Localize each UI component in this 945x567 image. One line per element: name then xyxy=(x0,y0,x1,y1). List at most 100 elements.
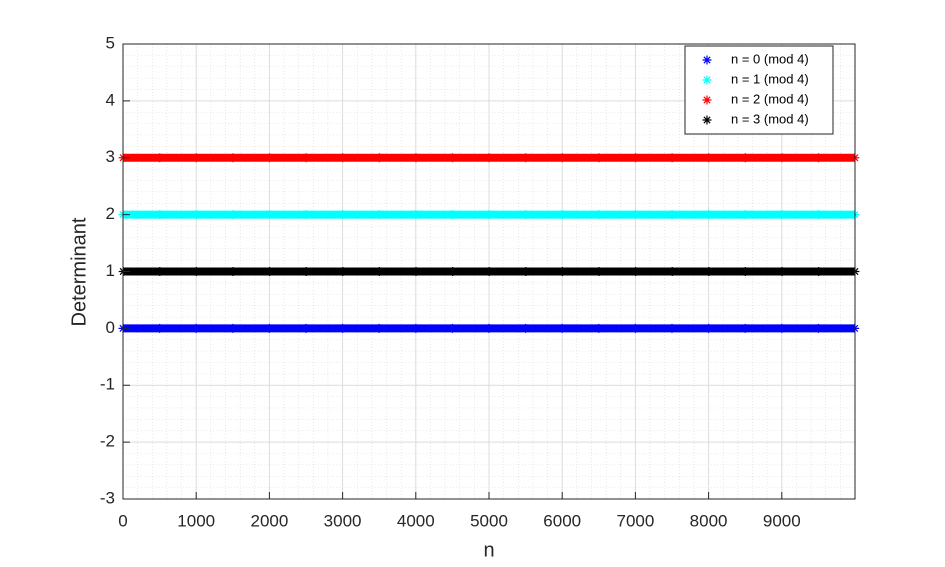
y-tick-label: -3 xyxy=(100,488,115,507)
marker xyxy=(704,323,714,333)
legend-label: n = 3 (mod 4) xyxy=(731,111,809,126)
marker xyxy=(155,153,165,163)
marker xyxy=(740,153,750,163)
legend-label: n = 0 (mod 4) xyxy=(731,51,809,66)
marker xyxy=(264,210,274,220)
marker xyxy=(557,153,567,163)
axes-box xyxy=(122,43,856,500)
marker xyxy=(484,267,494,276)
marker xyxy=(814,153,824,163)
marker xyxy=(777,323,787,333)
marker xyxy=(667,267,677,276)
marker xyxy=(228,210,238,220)
plot xyxy=(118,153,860,333)
x-tick-label: 5000 xyxy=(470,511,508,530)
x-tick-label: 9000 xyxy=(763,511,801,530)
marker xyxy=(594,153,604,163)
marker xyxy=(594,323,604,333)
marker xyxy=(338,267,348,276)
marker xyxy=(484,323,494,333)
x-tick-label: 1000 xyxy=(177,511,215,530)
marker xyxy=(557,210,567,220)
marker xyxy=(448,153,458,163)
legend-marker xyxy=(702,75,712,85)
marker xyxy=(667,153,677,163)
y-tick-label: 5 xyxy=(106,33,115,52)
marker xyxy=(447,323,457,333)
marker xyxy=(338,153,348,163)
marker xyxy=(447,210,457,220)
marker xyxy=(191,210,201,220)
marker xyxy=(374,210,384,220)
marker xyxy=(594,267,604,276)
marker xyxy=(264,323,274,333)
legend-label: n = 1 (mod 4) xyxy=(731,71,809,86)
marker xyxy=(191,323,201,333)
marker xyxy=(631,267,641,276)
marker xyxy=(411,323,421,333)
marker xyxy=(301,323,311,333)
marker xyxy=(704,210,714,220)
marker xyxy=(338,323,348,333)
marker xyxy=(740,210,750,220)
y-tick-label: -2 xyxy=(100,432,115,451)
marker xyxy=(557,267,567,276)
y-tick-label: 0 xyxy=(106,318,115,337)
x-axis-label: n xyxy=(483,539,494,561)
marker xyxy=(594,210,604,220)
y-tick-label: 1 xyxy=(106,261,115,280)
marker xyxy=(667,210,677,220)
marker xyxy=(448,267,458,276)
x-tick-label: 2000 xyxy=(250,511,288,530)
marker xyxy=(301,153,311,163)
marker xyxy=(521,267,531,276)
marker xyxy=(484,210,494,220)
marker xyxy=(265,267,275,276)
marker xyxy=(630,323,640,333)
marker xyxy=(374,267,384,276)
marker xyxy=(777,210,787,220)
marker xyxy=(228,153,238,163)
marker xyxy=(374,153,384,163)
marker xyxy=(155,267,165,276)
y-axis-label: Determinant xyxy=(68,217,90,326)
marker xyxy=(191,267,201,276)
y-tick-label: 2 xyxy=(106,204,115,223)
x-tick-label: 3000 xyxy=(324,511,362,530)
y-tick-label: 4 xyxy=(106,90,115,109)
marker xyxy=(338,210,348,220)
legend-marker xyxy=(702,55,712,65)
x-tick-label: 4000 xyxy=(397,511,435,530)
marker xyxy=(813,323,823,333)
marker xyxy=(740,267,750,276)
marker xyxy=(411,153,421,163)
marker xyxy=(484,153,494,163)
marker xyxy=(228,323,238,333)
marker xyxy=(228,267,238,276)
marker xyxy=(301,267,311,276)
marker xyxy=(155,323,165,333)
y-tick-label: -1 xyxy=(100,375,115,394)
marker xyxy=(521,323,531,333)
marker xyxy=(521,153,531,163)
y-tick-label: 3 xyxy=(106,147,115,166)
legend-marker xyxy=(702,95,712,105)
marker xyxy=(740,323,750,333)
marker xyxy=(155,210,165,220)
marker xyxy=(557,323,567,333)
marker xyxy=(667,323,677,333)
x-tick-label: 6000 xyxy=(543,511,581,530)
marker xyxy=(191,153,201,163)
marker xyxy=(265,153,275,163)
x-tick-label: 8000 xyxy=(690,511,728,530)
marker xyxy=(631,153,641,163)
marker xyxy=(301,210,311,220)
legend-marker xyxy=(702,115,712,125)
marker xyxy=(630,210,640,220)
marker xyxy=(777,153,787,163)
marker xyxy=(777,267,787,276)
marker xyxy=(704,267,714,276)
marker xyxy=(411,210,421,220)
marker xyxy=(813,210,823,220)
